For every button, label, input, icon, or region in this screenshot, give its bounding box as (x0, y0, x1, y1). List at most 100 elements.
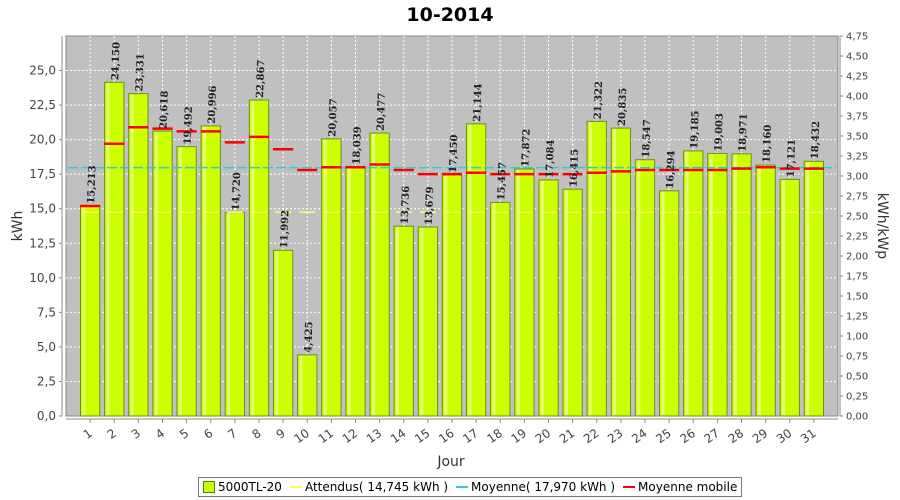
y-axis-right-label: kWh/kWp (874, 193, 890, 259)
data-label: 18,160 (762, 124, 774, 163)
y-tick-label: 22,5 (29, 98, 56, 112)
bar-highlight (637, 160, 641, 415)
data-label: 21,144 (472, 83, 484, 122)
legend-swatch-production (203, 481, 215, 493)
data-label: 20,996 (207, 85, 219, 124)
data-label: 16,294 (665, 150, 677, 189)
y-tick-label: 5,0 (37, 340, 56, 354)
y-tick-label: 2,5 (37, 374, 56, 388)
data-label: 14,720 (231, 172, 243, 211)
x-tick-label: 25 (653, 426, 674, 446)
y-right-tick-label: 3,00 (846, 172, 868, 183)
legend-item-average: Moyenne( 17,970 kWh ) (456, 480, 615, 494)
x-tick-label: 30 (774, 426, 795, 446)
y-right-tick-label: 0,50 (846, 372, 868, 383)
x-tick-label: 23 (605, 426, 626, 446)
overlay-series (68, 125, 836, 214)
data-label: 11,992 (279, 210, 291, 249)
y-right-tick-label: 2,00 (846, 252, 868, 263)
data-label: 20,057 (327, 98, 339, 137)
bar-highlight (299, 355, 303, 415)
y-tick-label: 10,0 (29, 271, 56, 285)
y-tick-label: 12,5 (29, 236, 56, 250)
x-tick-label: 12 (340, 426, 361, 446)
x-tick-label: 7 (225, 426, 239, 442)
y-right-tick-label: 1,50 (846, 292, 868, 303)
x-tick-label: 21 (557, 426, 578, 446)
y-axis-right: 0,00 0,25 0,50 0,75 1,00 1,25 1,50 1,75 2,00 2,25… (839, 32, 868, 423)
bar-highlight (709, 154, 713, 415)
data-label: 15,213 (86, 165, 98, 204)
data-label: 17,084 (545, 139, 557, 178)
y-right-tick-label: 4,50 (846, 52, 868, 63)
x-tick-label: 11 (316, 426, 337, 446)
data-label: 18,547 (641, 119, 653, 158)
data-label: 4,425 (303, 321, 315, 353)
bar-highlight (733, 154, 737, 415)
y-right-tick-label: 3,25 (846, 152, 868, 163)
y-right-tick-label: 1,25 (846, 312, 868, 323)
y-tick-label: 20,0 (29, 133, 56, 147)
data-label: 22,867 (255, 59, 267, 98)
x-tick-label: 2 (105, 426, 119, 442)
data-label: 19,003 (713, 113, 725, 152)
data-label: 18,971 (738, 113, 750, 152)
legend-label-moving-average: Moyenne mobile (638, 480, 738, 494)
legend-item-expected: Attendus( 14,745 kWh ) (289, 480, 449, 494)
legend-item-production: 5000TL-20 (203, 480, 282, 494)
data-label: 21,322 (593, 81, 605, 120)
x-tick-label: 20 (533, 426, 554, 446)
bar-highlight (323, 139, 327, 415)
bar-highlight (782, 180, 786, 415)
data-label: 18,432 (810, 121, 822, 160)
x-tick-label: 17 (460, 426, 481, 446)
data-label: 19,185 (689, 110, 701, 149)
x-tick-label: 28 (726, 426, 747, 446)
data-label: 20,835 (617, 88, 629, 127)
legend-label-production: 5000TL-20 (218, 480, 282, 494)
data-label: 20,477 (376, 92, 388, 131)
x-tick-label: 10 (291, 426, 312, 446)
value-labels: 15,213 24,150 23,331 20,618 19,492 20,996 14,7… (86, 42, 822, 353)
bar-highlight (178, 147, 182, 415)
x-axis-label: Jour (436, 454, 465, 470)
bar-highlight (275, 251, 279, 415)
legend-swatch-average (456, 486, 469, 488)
y-right-tick-label: 0,75 (846, 352, 868, 363)
x-tick-label: 6 (201, 426, 215, 442)
bar-highlight (444, 175, 448, 415)
y-axis-left: 0,0 2,5 5,0 7,5 10,0 12,5 15,0 17,5 20,0 22,5 25,0 (29, 36, 63, 423)
x-tick-label: 4 (153, 426, 167, 442)
x-tick-label: 9 (274, 426, 288, 442)
x-tick-label: 18 (484, 426, 505, 446)
y-right-tick-label: 1,75 (846, 272, 868, 283)
bar-highlight (757, 166, 761, 415)
bar-highlight (420, 227, 424, 415)
x-axis: 1 2 3 4 5 6 7 8 9 10 11 12 13 14 15 16 17 18 19 20 21 22 23 24 2… (66, 418, 838, 446)
y-right-tick-label: 1,00 (846, 332, 868, 343)
data-label: 23,331 (134, 53, 146, 92)
bar-highlight (540, 180, 544, 415)
legend-label-expected: Attendus( 14,745 kWh ) (304, 480, 449, 494)
x-tick-label: 24 (629, 426, 650, 446)
bar-highlight (347, 167, 351, 415)
bar-highlight (154, 132, 158, 415)
data-label: 24,150 (110, 42, 122, 81)
bar-highlight (806, 162, 810, 415)
x-tick-label: 14 (388, 426, 409, 446)
data-label: 19,492 (183, 106, 195, 145)
bar-highlight (251, 101, 255, 415)
data-label: 15,457 (496, 162, 508, 201)
x-tick-label: 3 (129, 426, 143, 442)
bar-highlight (396, 227, 400, 415)
y-tick-label: 0,0 (37, 409, 56, 423)
y-right-tick-label: 3,50 (846, 132, 868, 143)
y-axis-label: kWh (10, 211, 26, 242)
y-right-tick-label: 2,25 (846, 232, 868, 243)
x-tick-label: 27 (702, 426, 723, 446)
legend-item-moving-average: Moyenne mobile (623, 480, 737, 494)
bar-highlight (130, 94, 134, 415)
data-label: 13,679 (424, 186, 436, 225)
bar-highlight (685, 151, 689, 415)
